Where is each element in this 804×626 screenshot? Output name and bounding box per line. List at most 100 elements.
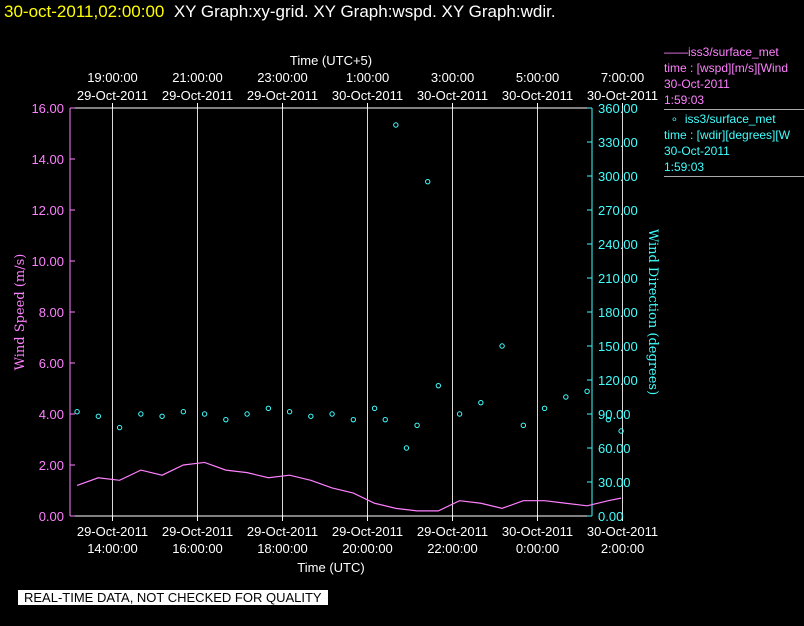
wdir-point: [584, 388, 590, 395]
left-tick-label: 2.00: [39, 458, 64, 473]
bottom-tick-date: 29-Oct-2011: [417, 524, 488, 539]
top-tick-time: 7:00:00: [601, 70, 644, 85]
legend: ——iss3/surface_met time : [wspd][m/s][Wi…: [664, 44, 804, 178]
axes: [69, 107, 593, 517]
bottom-axis-title: Time (UTC): [297, 560, 364, 575]
bottom-tick-date: 29-Oct-2011: [247, 524, 318, 539]
top-tick-time: 23:00:00: [257, 70, 308, 85]
top-tick-time: 5:00:00: [516, 70, 559, 85]
top-tick-date: 30-Oct-2011: [587, 88, 658, 103]
top-axis-title: Time (UTC+5): [290, 53, 372, 68]
top-tick-date: 30-Oct-2011: [502, 88, 573, 103]
wdir-point: [286, 409, 293, 415]
bottom-tick-time: 14:00:00: [87, 541, 138, 556]
bottom-tick-time: 16:00:00: [172, 541, 223, 556]
wdir-point: [265, 405, 272, 412]
wdir-point: [382, 416, 388, 423]
legend-wspd-source: iss3/surface_met: [688, 45, 779, 59]
wdir-point: [478, 399, 484, 406]
right-tick-label: 30.00: [598, 475, 631, 490]
wdir-point: [456, 411, 463, 417]
wdir-point: [180, 409, 187, 415]
top-tick-time: 3:00:00: [431, 70, 474, 85]
wdir-point: [563, 394, 569, 400]
wspd-series-line: [76, 461, 622, 512]
wdir-point: [499, 343, 505, 349]
wdir-point: [116, 424, 123, 431]
title-graphs: XY Graph:xy-grid. XY Graph:wspd. XY Grap…: [173, 2, 556, 21]
left-tick-label: 12.00: [31, 203, 64, 218]
wdir-point: [414, 422, 420, 429]
legend-wspd-time: 1:59:03: [664, 93, 705, 107]
wdir-point: [618, 428, 624, 434]
y-axis-label-left: Wind Speed (m/s): [13, 254, 28, 371]
top-tick-date: 30-Oct-2011: [332, 88, 403, 103]
top-tick-date: 29-Oct-2011: [247, 88, 318, 103]
legend-wspd[interactable]: ——iss3/surface_met time : [wspd][m/s][Wi…: [664, 44, 804, 108]
left-tick-label: 0.00: [39, 509, 64, 524]
bottom-tick-time: 18:00:00: [257, 541, 308, 556]
wdir-point: [403, 445, 410, 451]
right-tick-label: 210.00: [598, 271, 638, 286]
wdir-point: [520, 422, 527, 429]
wdir-point: [201, 411, 208, 417]
wdir-point: [605, 416, 612, 423]
legend-divider: [664, 109, 804, 110]
right-tick-label: 360.00: [598, 101, 638, 116]
legend-wspd-variable: time : [wspd][m/s][Wind: [664, 61, 789, 75]
bottom-tick-date: 29-Oct-2011: [77, 524, 148, 539]
y-axis-label-right: Wind Direction (degrees): [645, 229, 660, 395]
top-tick-date: 29-Oct-2011: [77, 88, 148, 103]
left-tick-label: 8.00: [39, 305, 64, 320]
wdir-point: [435, 382, 442, 389]
wdir-point: [138, 411, 144, 417]
grid-lines: [112, 108, 623, 516]
right-tick-label: 240.00: [598, 237, 638, 252]
series-layer: [74, 122, 624, 512]
chart-title: 30-oct-2011,02:00:00 XY Graph:xy-grid. X…: [4, 2, 556, 22]
left-tick-label: 16.00: [31, 101, 64, 116]
top-tick-time: 19:00:00: [87, 70, 138, 85]
left-tick-label: 4.00: [39, 407, 64, 422]
bottom-tick-time: 2:00:00: [601, 541, 644, 556]
left-tick-label: 10.00: [31, 254, 64, 269]
top-tick-time: 21:00:00: [172, 70, 223, 85]
wdir-point: [74, 409, 80, 415]
top-tick-time: 1:00:00: [346, 70, 389, 85]
quality-note: REAL-TIME DATA, NOT CHECKED FOR QUALITY: [18, 590, 328, 605]
legend-wdir-time: 1:59:03: [664, 160, 705, 174]
right-tick-label: 120.00: [598, 373, 638, 388]
legend-wdir[interactable]: ∘ iss3/surface_met time : [wdir][degrees…: [664, 111, 804, 175]
right-tick-label: 180.00: [598, 305, 638, 320]
wdir-point: [244, 411, 250, 417]
bottom-tick-date: 30-Oct-2011: [502, 524, 573, 539]
legend-wdir-variable: time : [wdir][degrees][W: [664, 128, 791, 142]
wdir-point: [371, 405, 378, 412]
bottom-tick-date: 29-Oct-2011: [162, 524, 233, 539]
right-tick-label: 150.00: [598, 339, 638, 354]
wdir-point: [541, 405, 548, 412]
top-tick-date: 30-Oct-2011: [417, 88, 488, 103]
wdir-point: [159, 413, 165, 419]
right-tick-label: 0.00: [598, 509, 623, 524]
right-tick-label: 60.00: [598, 441, 631, 456]
top-tick-date: 29-Oct-2011: [162, 88, 233, 103]
bottom-tick-time: 0:00:00: [516, 541, 559, 556]
legend-wspd-date: 30-Oct-2011: [664, 77, 730, 91]
left-tick-label: 14.00: [31, 152, 64, 167]
right-tick-label: 300.00: [598, 169, 638, 184]
wdir-point: [223, 416, 229, 423]
wdir-point: [425, 178, 431, 185]
bottom-tick-date: 29-Oct-2011: [332, 524, 403, 539]
wdir-point: [308, 413, 314, 419]
legend-wdir-date: 30-Oct-2011: [664, 144, 730, 158]
legend-wdir-source: iss3/surface_met: [684, 112, 776, 126]
left-tick-label: 6.00: [39, 356, 64, 371]
right-tick-label: 330.00: [598, 135, 638, 150]
bottom-tick-time: 20:00:00: [342, 541, 393, 556]
wdir-point: [329, 411, 335, 417]
wdir-point: [95, 413, 102, 419]
title-time: 30-oct-2011,02:00:00: [4, 2, 165, 21]
legend-divider: [664, 176, 804, 177]
